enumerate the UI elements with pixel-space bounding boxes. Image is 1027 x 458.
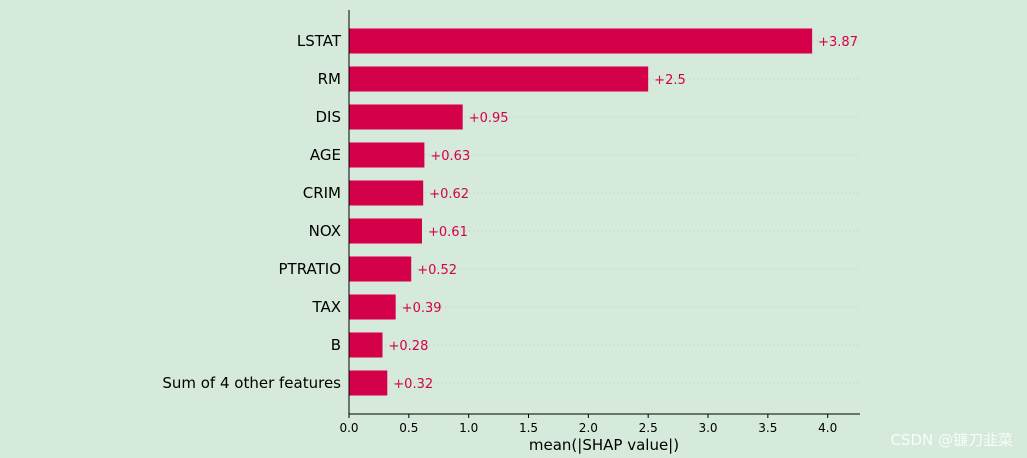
value-label: +2.5: [654, 73, 686, 88]
x-tick-label: 0.5: [399, 421, 418, 435]
value-label: +3.87: [818, 35, 858, 50]
bar: [349, 28, 813, 54]
axes: [348, 10, 860, 415]
bar: [349, 104, 463, 130]
category-labels: LSTAT RM DIS AGE CRIM NOX PTRATIO TAX B Sum of 4 …: [162, 32, 341, 392]
x-tick-label: 4.0: [818, 421, 837, 435]
bar: [349, 66, 649, 92]
x-tick-label: 2.0: [579, 421, 598, 435]
value-label: +0.28: [389, 339, 429, 354]
bar: [349, 256, 412, 282]
bar: [349, 180, 424, 206]
category-label: LSTAT: [297, 32, 342, 50]
category-label: TAX: [311, 298, 341, 316]
bars: [349, 28, 813, 396]
value-label: +0.39: [402, 301, 442, 316]
bar: [349, 294, 396, 320]
category-label: RM: [318, 70, 341, 88]
category-label: DIS: [316, 108, 342, 126]
watermark: CSDN @镰刀韭菜: [890, 431, 1013, 449]
value-labels: +3.87 +2.5 +0.95 +0.63 +0.62 +0.61 +0.52 +0.39 +…: [389, 35, 858, 392]
x-tick-label: 2.5: [639, 421, 658, 435]
value-label: +0.95: [469, 111, 509, 126]
category-label: AGE: [310, 146, 341, 164]
value-label: +0.63: [430, 149, 470, 164]
x-tick-label: 3.0: [698, 421, 717, 435]
category-label: PTRATIO: [278, 260, 341, 278]
value-label: +0.32: [393, 377, 433, 392]
category-label: B: [331, 336, 341, 354]
category-label: NOX: [309, 222, 341, 240]
x-ticks: 0.0 0.5 1.0 1.5 2.0 2.5 3.0 3.5 4.0: [339, 414, 837, 435]
x-tick-label: 1.5: [519, 421, 538, 435]
category-label: Sum of 4 other features: [162, 374, 341, 392]
x-tick-label: 0.0: [339, 421, 358, 435]
bar: [349, 142, 425, 168]
category-label: CRIM: [303, 184, 341, 202]
value-label: +0.62: [429, 187, 469, 202]
x-tick-label: 1.0: [459, 421, 478, 435]
value-label: +0.61: [428, 225, 468, 240]
grid-lines: [349, 40, 860, 384]
bar: [349, 370, 388, 396]
x-axis-label: mean(|SHAP value|): [529, 436, 679, 454]
bar: [349, 332, 383, 358]
x-tick-label: 3.5: [758, 421, 777, 435]
value-label: +0.52: [417, 263, 457, 278]
bar: [349, 218, 422, 244]
